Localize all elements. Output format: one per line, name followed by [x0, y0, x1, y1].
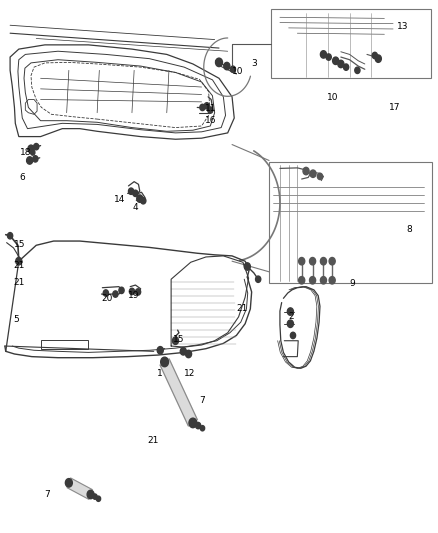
Text: 21: 21 [14, 278, 25, 287]
Circle shape [329, 257, 335, 265]
Bar [269, 161, 432, 284]
Circle shape [200, 104, 205, 111]
Text: 21: 21 [147, 436, 159, 445]
Text: 7: 7 [199, 395, 205, 405]
Circle shape [27, 157, 33, 164]
Text: 16: 16 [205, 116, 216, 125]
Circle shape [375, 55, 381, 62]
Circle shape [303, 167, 309, 175]
Circle shape [128, 188, 134, 195]
Circle shape [326, 54, 331, 60]
Circle shape [33, 156, 38, 162]
Text: 14: 14 [114, 195, 125, 204]
Text: 11: 11 [205, 104, 216, 113]
Text: 2: 2 [289, 312, 294, 321]
Circle shape [65, 479, 72, 487]
Circle shape [135, 289, 141, 295]
Circle shape [310, 277, 316, 284]
Circle shape [318, 173, 322, 180]
Circle shape [195, 422, 201, 429]
Circle shape [161, 357, 169, 367]
Text: 15: 15 [173, 335, 185, 344]
Circle shape [321, 51, 326, 58]
Circle shape [113, 291, 118, 297]
Circle shape [93, 494, 97, 499]
Circle shape [200, 425, 205, 431]
Circle shape [230, 66, 236, 72]
Circle shape [224, 62, 230, 70]
Text: 17: 17 [389, 103, 400, 112]
Circle shape [287, 308, 293, 316]
Circle shape [321, 277, 326, 284]
Circle shape [180, 348, 186, 355]
Circle shape [141, 198, 146, 204]
Circle shape [34, 143, 39, 150]
Text: 1: 1 [157, 369, 163, 378]
Circle shape [338, 60, 344, 68]
Circle shape [28, 145, 34, 152]
Circle shape [31, 150, 35, 155]
Circle shape [173, 337, 179, 344]
Circle shape [329, 277, 335, 284]
Circle shape [290, 332, 296, 338]
Circle shape [96, 496, 101, 502]
Bar [271, 10, 431, 78]
Circle shape [299, 277, 305, 284]
Circle shape [119, 287, 124, 294]
Text: 15: 15 [14, 240, 25, 249]
Text: 13: 13 [397, 22, 409, 31]
Text: 5: 5 [14, 315, 19, 324]
Polygon shape [160, 359, 198, 426]
Text: 8: 8 [406, 225, 412, 234]
Text: 10: 10 [232, 67, 244, 76]
Text: 3: 3 [251, 60, 257, 68]
Circle shape [255, 276, 261, 282]
Circle shape [215, 58, 223, 67]
Text: 21: 21 [14, 261, 25, 270]
Circle shape [129, 288, 134, 295]
Text: 4: 4 [133, 203, 138, 212]
Circle shape [355, 67, 360, 74]
Circle shape [310, 170, 316, 177]
Circle shape [310, 257, 316, 265]
Circle shape [372, 52, 378, 59]
Circle shape [244, 263, 251, 270]
Text: 21: 21 [237, 304, 248, 313]
Circle shape [133, 190, 138, 197]
Circle shape [332, 57, 339, 64]
Text: 19: 19 [127, 291, 139, 300]
Circle shape [103, 290, 109, 296]
Circle shape [287, 320, 293, 327]
Text: 9: 9 [350, 279, 355, 288]
Circle shape [16, 257, 22, 265]
Text: 6: 6 [20, 173, 25, 182]
Circle shape [343, 64, 349, 70]
Circle shape [137, 195, 143, 203]
Circle shape [87, 490, 94, 499]
Text: 10: 10 [327, 93, 339, 102]
Circle shape [185, 350, 191, 358]
Circle shape [321, 257, 326, 265]
Text: 20: 20 [102, 294, 113, 303]
Circle shape [208, 107, 213, 114]
Circle shape [299, 257, 305, 265]
Polygon shape [67, 478, 92, 499]
Circle shape [7, 232, 13, 239]
Circle shape [157, 346, 163, 354]
Text: 12: 12 [184, 369, 195, 378]
Circle shape [189, 418, 197, 427]
Text: 18: 18 [20, 148, 31, 157]
Text: 7: 7 [44, 490, 50, 499]
Circle shape [204, 103, 209, 109]
